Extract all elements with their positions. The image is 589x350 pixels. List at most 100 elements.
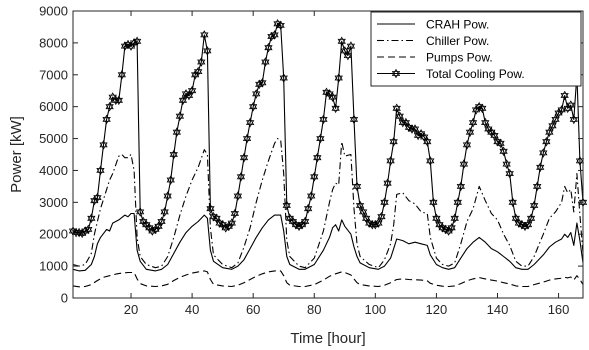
data-point-marker	[249, 101, 258, 112]
data-point-marker	[423, 136, 432, 147]
data-point-marker	[539, 148, 548, 158]
data-point-marker	[102, 114, 111, 125]
legend-label: Chiller Pow.	[426, 34, 489, 48]
series-0	[72, 212, 584, 272]
data-point-marker	[389, 136, 398, 147]
data-point-marker	[304, 203, 313, 214]
data-point-marker	[514, 218, 523, 228]
data-point-marker	[169, 149, 178, 160]
data-point-marker	[117, 69, 126, 80]
legend-label: Total Cooling Pow.	[426, 67, 525, 81]
data-point-marker	[99, 140, 108, 150]
data-point-marker	[441, 224, 450, 235]
data-point-marker	[429, 197, 438, 208]
data-point-marker	[481, 117, 490, 128]
data-point-marker	[282, 200, 291, 211]
data-point-marker	[184, 90, 194, 101]
legend-item: Total Cooling Pow.	[377, 67, 525, 81]
data-point-marker	[246, 117, 255, 128]
data-point-marker	[87, 213, 96, 224]
data-point-marker	[380, 197, 389, 208]
data-point-marker	[319, 114, 328, 125]
data-point-marker	[93, 192, 102, 203]
data-point-marker	[261, 57, 270, 67]
data-point-marker	[252, 89, 261, 99]
data-point-marker	[386, 156, 395, 166]
series-2	[72, 270, 584, 288]
data-point-marker	[105, 101, 114, 112]
data-point-marker	[316, 133, 325, 144]
legend-label: Pumps Pow.	[426, 51, 493, 65]
data-point-marker	[533, 181, 542, 192]
data-point-marker	[508, 197, 517, 208]
y-tick-label: 7000	[39, 67, 68, 82]
data-point-marker	[273, 19, 282, 29]
data-point-marker	[355, 200, 365, 211]
x-axis-label: Time [hour]	[290, 330, 365, 347]
data-point-marker	[276, 20, 285, 31]
series-3	[68, 19, 588, 239]
x-tick-label: 80	[307, 302, 321, 317]
data-point-marker	[404, 122, 414, 133]
data-point-marker	[230, 208, 239, 219]
data-point-marker	[84, 224, 93, 235]
data-point-marker	[438, 222, 447, 233]
data-point-marker	[307, 191, 316, 201]
data-point-marker	[154, 221, 163, 232]
data-point-marker	[267, 31, 276, 42]
data-point-marker	[206, 203, 215, 214]
data-point-marker	[212, 213, 221, 224]
data-point-marker	[209, 211, 218, 222]
data-point-marker	[462, 140, 472, 150]
data-point-marker	[432, 213, 441, 224]
y-tick-label: 4000	[39, 163, 68, 178]
data-point-marker	[148, 226, 157, 236]
data-point-marker	[313, 152, 322, 163]
y-tick-label: 0	[61, 291, 68, 306]
data-point-marker	[120, 41, 130, 51]
y-tick-label: 8000	[39, 35, 68, 50]
series-1	[72, 138, 584, 269]
data-point-marker	[542, 136, 551, 147]
data-point-marker	[450, 213, 459, 224]
data-point-marker	[426, 156, 435, 166]
data-point-marker	[575, 156, 585, 166]
data-point-marker	[523, 219, 533, 230]
y-tick-label: 9000	[39, 4, 68, 19]
data-point-marker	[475, 101, 484, 112]
data-point-marker	[566, 100, 575, 110]
y-tick-label: 6000	[39, 99, 68, 114]
data-point-marker	[279, 73, 288, 83]
y-tick-label: 1000	[39, 259, 68, 274]
x-tick-label: 120	[426, 302, 448, 317]
data-point-marker	[163, 191, 172, 201]
data-point-marker	[349, 114, 359, 125]
series-line	[72, 138, 584, 269]
data-point-marker	[264, 42, 273, 53]
data-point-marker	[511, 213, 520, 224]
data-point-marker	[502, 159, 511, 169]
data-point-marker	[129, 38, 139, 48]
data-point-marker	[328, 92, 337, 102]
data-point-marker	[520, 221, 530, 232]
data-point-marker	[322, 87, 331, 98]
y-tick-label: 2000	[39, 227, 68, 242]
data-point-marker	[548, 120, 557, 131]
plot-area	[68, 19, 588, 288]
data-point-marker	[526, 213, 536, 224]
legend-item: Pumps Pow.	[377, 51, 493, 65]
x-tick-label: 40	[185, 302, 199, 317]
data-point-marker	[371, 219, 380, 230]
legend: CRAH Pow. Chiller Pow. Pumps Pow. Total Coo…	[370, 11, 582, 87]
data-point-marker	[175, 111, 185, 121]
data-point-marker	[499, 146, 508, 157]
x-tick-label: 60	[246, 302, 260, 317]
data-point-marker	[203, 46, 212, 56]
axes	[72, 10, 584, 299]
data-point-marker	[374, 218, 383, 228]
data-point-marker	[352, 181, 362, 192]
data-point-marker	[166, 175, 175, 185]
data-point-marker	[392, 103, 401, 114]
legend-item: CRAH Pow.	[377, 18, 489, 32]
